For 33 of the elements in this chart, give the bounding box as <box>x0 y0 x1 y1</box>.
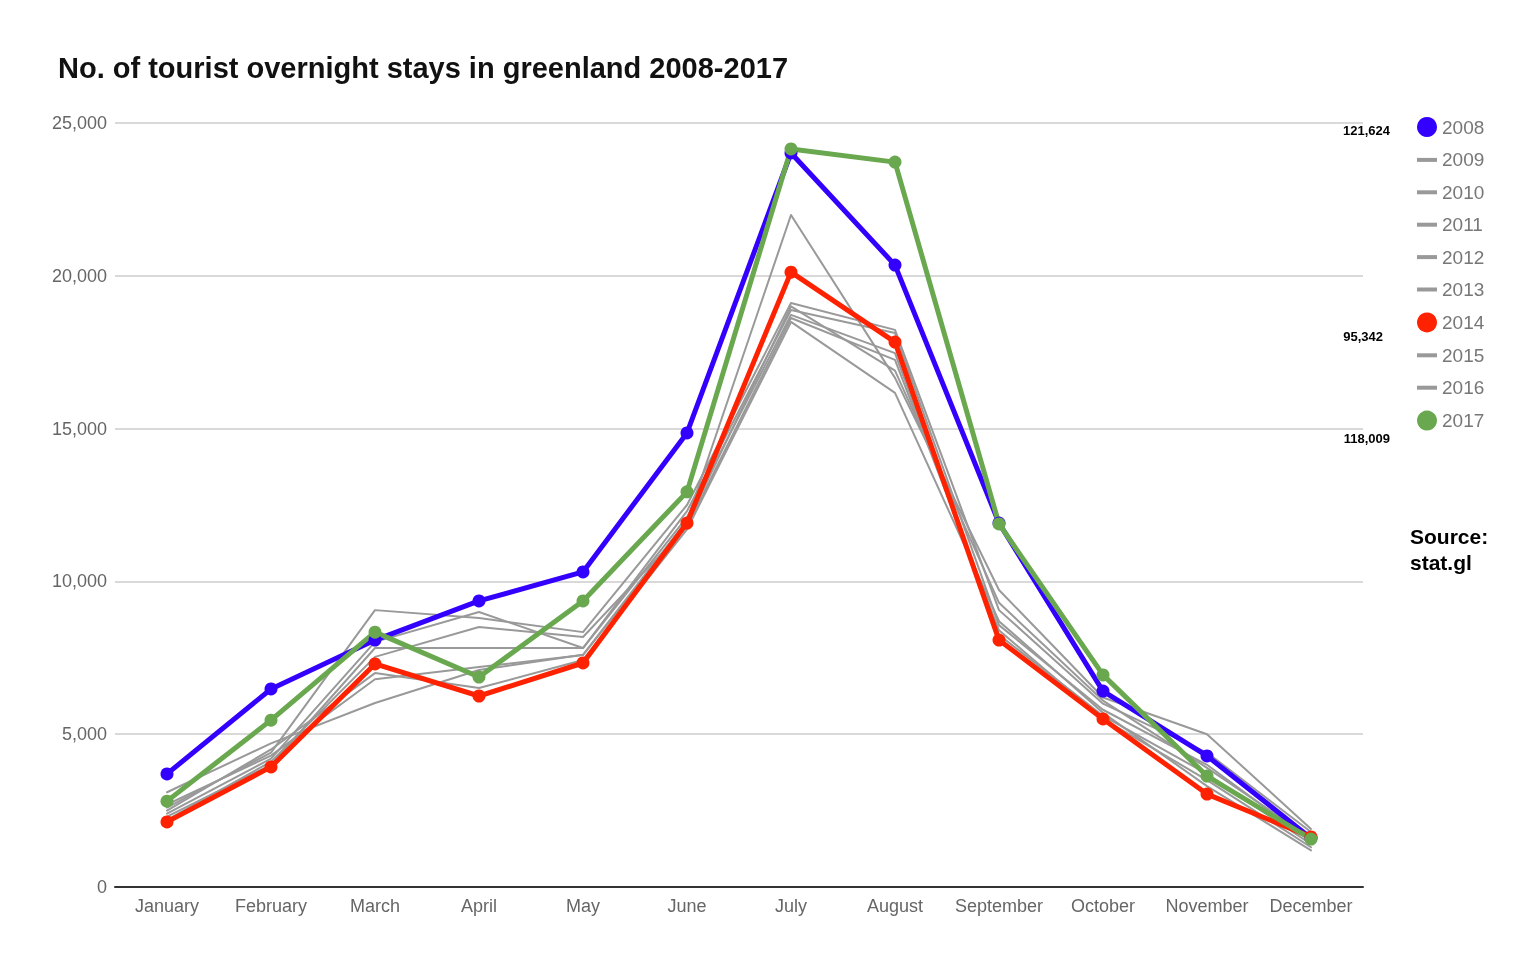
x-tick-label: July <box>774 896 808 916</box>
x-tick-label: December <box>1269 896 1353 916</box>
legend-label: 2012 <box>1442 246 1485 268</box>
legend-label: 2008 <box>1442 116 1485 138</box>
legend-label: 2009 <box>1442 149 1485 171</box>
legend-label: 2016 <box>1442 377 1485 399</box>
x-tick-label: October <box>1070 896 1136 916</box>
annotation: 121,624 <box>1343 122 1391 138</box>
x-tick-label: March <box>349 896 401 916</box>
legend-label: 2013 <box>1442 279 1485 300</box>
x-tick-label: September <box>954 896 1044 916</box>
x-tick-label: November <box>1165 896 1249 916</box>
y-tick-label: 20,000 <box>51 265 107 286</box>
x-tick-label: June <box>667 896 707 916</box>
y-tick-label: 5,000 <box>61 724 107 745</box>
legend-label: 2011 <box>1442 214 1483 236</box>
legend-label: 2014 <box>1442 311 1485 333</box>
x-tick-label: April <box>460 896 498 916</box>
y-tick-label: 15,000 <box>51 418 107 439</box>
x-tick-label: May <box>565 896 601 916</box>
chart-title: No. of tourist overnight stays in greenland 2008-2017 <box>58 51 789 84</box>
source-note: Source: stat.gl <box>1410 524 1489 574</box>
annotation: 118,009 <box>1343 430 1391 446</box>
y-tick-label: 10,000 <box>51 571 107 592</box>
x-tick-label: February <box>234 896 308 916</box>
annotation: 95,342 <box>1343 328 1383 344</box>
x-tick-label: August <box>866 896 924 916</box>
legend-label: 2015 <box>1442 344 1485 366</box>
y-tick-label: 0 <box>96 877 107 897</box>
legend-label: 2017 <box>1442 410 1485 432</box>
legend-label: 2010 <box>1442 181 1485 203</box>
x-tick-label: January <box>134 896 200 916</box>
y-tick-label: 25,000 <box>51 113 107 133</box>
